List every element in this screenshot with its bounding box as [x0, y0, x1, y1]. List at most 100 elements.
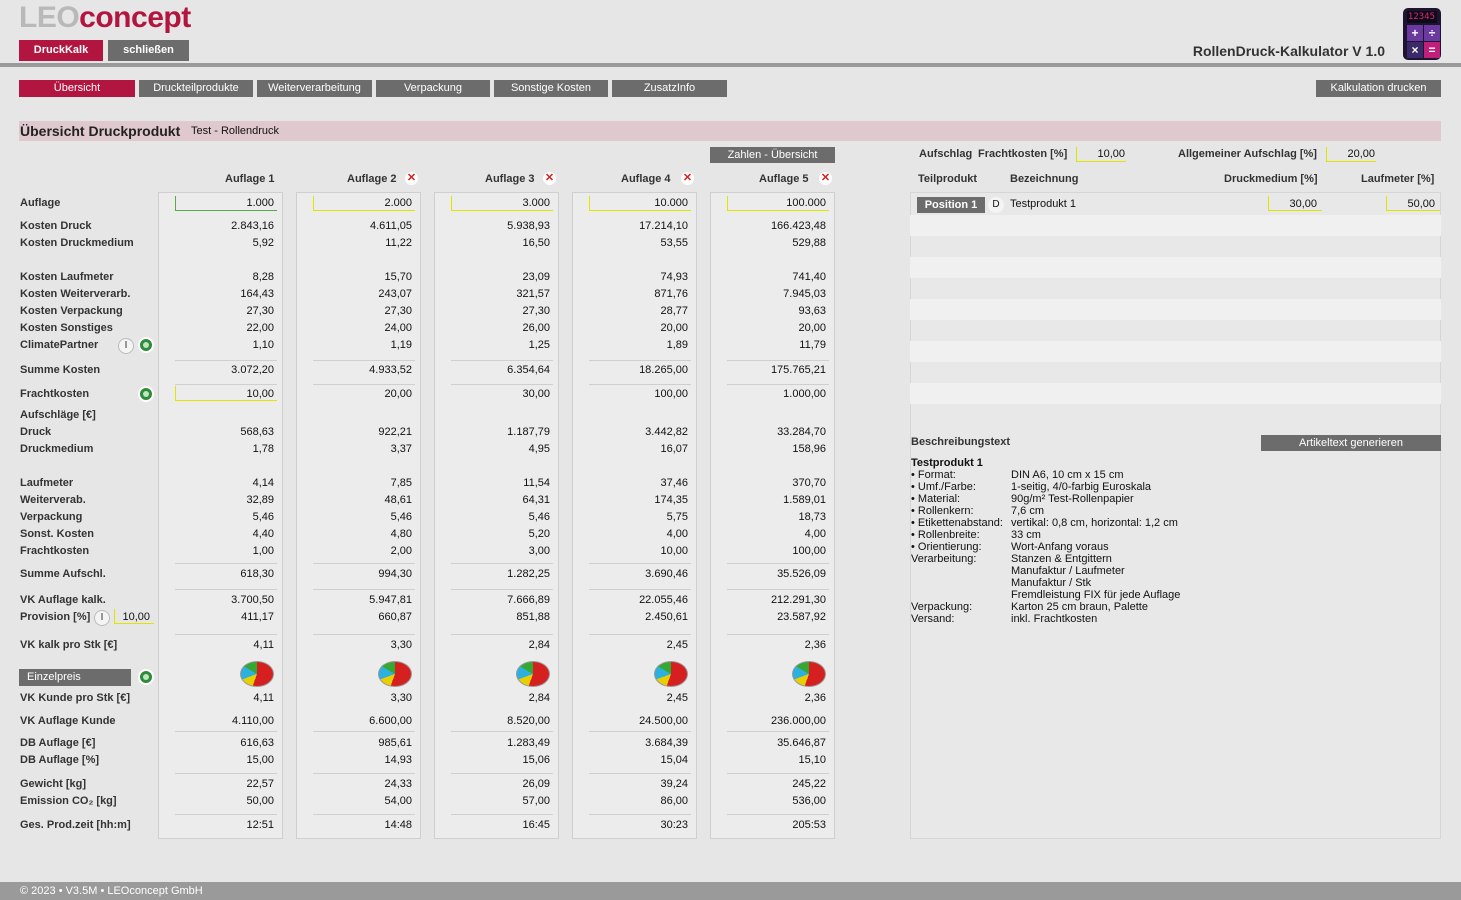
description-value: Manufaktur / Stk [1011, 577, 1092, 589]
artikeltext-button[interactable]: Artikeltext generieren [1261, 435, 1441, 451]
cell-kosten-druckmedium: 53,55 [660, 237, 688, 249]
druckkalk-button[interactable]: DruckKalk [19, 40, 103, 61]
cell-laufmeter: 4,14 [252, 477, 274, 489]
row-label: VK Auflage Kunde [20, 715, 116, 727]
cell-druck: 33.284,70 [777, 426, 826, 438]
tab-zusatzinfo[interactable]: ZusatzInfo [612, 80, 727, 97]
cell-vk-kalk-stk: 3,30 [390, 639, 412, 651]
pie-chart-icon[interactable] [240, 661, 274, 687]
description-key: • Orientierung: [911, 541, 982, 553]
cell-emission: 50,00 [246, 795, 274, 807]
provision-input[interactable] [114, 609, 154, 624]
row-divider [451, 360, 553, 361]
fracht-percent-value: 10,00 [1097, 148, 1125, 160]
auflage-input[interactable] [313, 196, 415, 211]
row-label: Kosten Laufmeter [20, 271, 114, 283]
cell-vk-auflage-kunde: 6.600,00 [369, 715, 412, 727]
row-divider [727, 634, 829, 635]
cell-weiterverab: 174,35 [654, 494, 688, 506]
row-divider [313, 731, 415, 732]
position-druckmedium-input[interactable] [1268, 196, 1322, 211]
remove-column-icon[interactable] [819, 171, 832, 185]
tab-sonstige-kosten[interactable]: Sonstige Kosten [494, 80, 608, 97]
tab-uebersicht[interactable]: Übersicht [19, 80, 135, 97]
tab-weiterverarbeitung[interactable]: Weiterverarbeitung [257, 80, 372, 97]
cell-provision: 23.587,92 [777, 611, 826, 623]
description-value: Manufaktur / Laufmeter [1011, 565, 1125, 577]
frachtkosten-input[interactable] [175, 386, 277, 401]
calculator-icon[interactable]: 12345 + ÷ × = [1403, 8, 1441, 60]
row-label: Auflage [20, 197, 61, 209]
calculator-display: 12345 [1407, 11, 1437, 23]
cell-gewicht: 39,24 [660, 778, 688, 790]
row-divider [589, 563, 691, 564]
cell-vk-auflage-kunde: 8.520,00 [507, 715, 550, 727]
cell-db-auflage-eur: 616,63 [240, 737, 274, 749]
cell-summe-aufschl: 994,30 [378, 568, 412, 580]
row-divider [727, 360, 829, 361]
cell-verpackung: 5,75 [666, 511, 688, 523]
row-label: Laufmeter [20, 477, 74, 489]
row-divider [175, 384, 277, 385]
row-divider [451, 773, 553, 774]
description-value: Karton 25 cm braun, Palette [1011, 601, 1148, 613]
einzelpreis-button[interactable]: Einzelpreis [19, 669, 131, 686]
info-icon[interactable]: I [94, 610, 110, 626]
row-divider [175, 773, 277, 774]
auflage-input[interactable] [451, 196, 553, 211]
cell-vk-auflage-kalk: 3.700,50 [231, 594, 274, 606]
col-teilprodukt: Teilprodukt [918, 173, 978, 185]
description-key: • Rollenbreite: [911, 529, 980, 541]
cell-db-auflage-pct: 15,04 [660, 754, 688, 766]
cell-vk-kalk-stk: 4,11 [253, 639, 274, 651]
cell-kosten-sonstiges: 20,00 [660, 322, 688, 334]
row-divider [589, 814, 691, 815]
close-button[interactable]: schließen [108, 40, 189, 61]
cell-sonst-kosten: 5,20 [528, 528, 550, 540]
fracht-percent-input[interactable] [1076, 147, 1126, 162]
cell-frachtkosten: 10,00 [246, 388, 274, 400]
remove-column-icon[interactable] [405, 171, 418, 185]
auflage-input[interactable] [727, 196, 829, 211]
row-divider [313, 360, 415, 361]
row-divider [313, 589, 415, 590]
pie-chart-icon[interactable] [792, 661, 826, 687]
auflage-input[interactable] [175, 196, 277, 211]
auflage-input[interactable] [589, 196, 691, 211]
description-key: • Umf./Farbe: [911, 481, 976, 493]
remove-column-icon[interactable] [681, 171, 694, 185]
print-calculation-button[interactable]: Kalkulation drucken [1316, 80, 1441, 97]
freight-refresh-icon[interactable] [138, 386, 154, 402]
tab-druckteilprodukte[interactable]: Druckteilprodukte [139, 80, 253, 97]
table-row-empty [910, 215, 1441, 236]
row-label: VK Auflage kalk. [20, 594, 106, 606]
divide-icon: ÷ [1424, 25, 1440, 41]
allg-aufschlag-input[interactable] [1326, 147, 1376, 162]
info-icon[interactable]: I [118, 338, 134, 354]
einzelpreis-refresh-icon[interactable] [138, 669, 154, 685]
climate-partner-icon[interactable] [138, 337, 154, 353]
row-label: Druckmedium [20, 443, 94, 455]
cell-summe-kosten: 175.765,21 [770, 364, 826, 376]
row-divider [589, 634, 691, 635]
position-1-button[interactable]: Position 1 [917, 197, 985, 213]
d-badge[interactable]: D [988, 197, 1004, 213]
cell-db-auflage-eur: 1.283,49 [507, 737, 550, 749]
pie-chart-icon[interactable] [378, 661, 412, 687]
remove-column-icon[interactable] [543, 171, 556, 185]
cell-vk-kalk-stk: 2,36 [804, 639, 826, 651]
row-label: Kosten Druckmedium [20, 237, 134, 249]
row-label: VK Kunde pro Stk [€] [20, 692, 131, 704]
tab-verpackung[interactable]: Verpackung [376, 80, 490, 97]
cell-prodzeit: 205:53 [792, 819, 826, 831]
cell-summe-kosten: 3.072,20 [231, 364, 274, 376]
position-laufmeter-input[interactable] [1386, 196, 1440, 211]
row-divider [313, 773, 415, 774]
zahlen-uebersicht-button[interactable]: Zahlen - Übersicht [710, 147, 835, 163]
fracht-label: Frachtkosten [%] [978, 148, 1068, 160]
pie-chart-icon[interactable] [516, 661, 550, 687]
cell-vk-kunde-stk: 2,84 [528, 692, 550, 704]
cell-frachtkosten: 20,00 [384, 388, 412, 400]
row-label: Gewicht [kg] [20, 778, 87, 790]
pie-chart-icon[interactable] [654, 661, 688, 687]
